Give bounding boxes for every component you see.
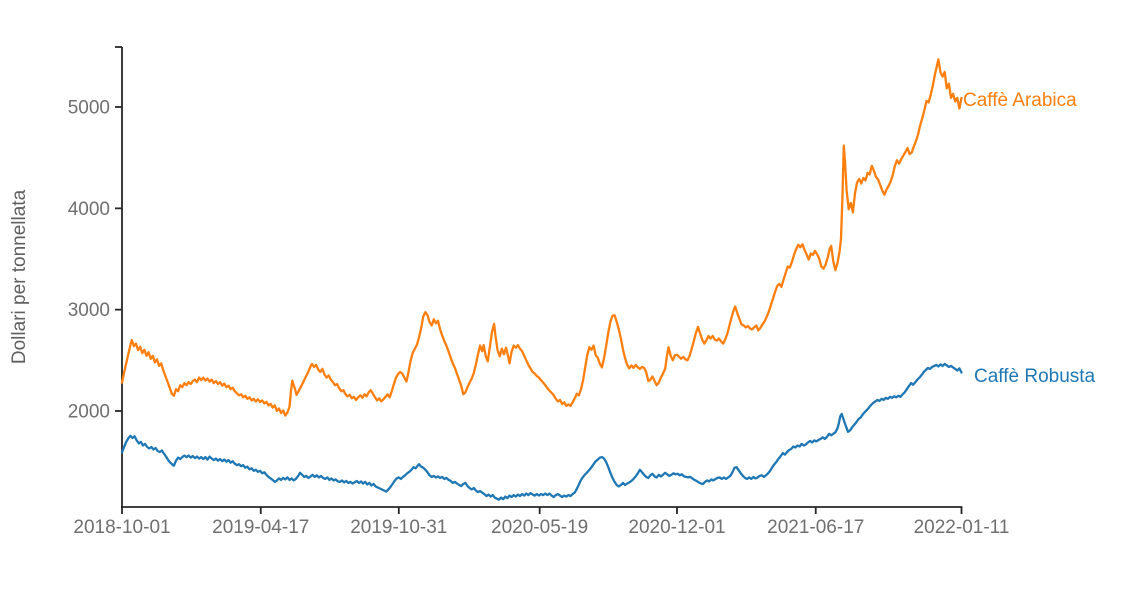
y-axis-title: Dollari per tonnellata bbox=[9, 189, 30, 364]
robusta-price-line bbox=[120, 362, 963, 501]
x-tick-label: 2021-06-17 bbox=[767, 517, 864, 538]
x-tick-label: 2020-12-01 bbox=[628, 517, 725, 538]
y-tick-label: 4000 bbox=[68, 199, 110, 220]
arabica-price-line bbox=[120, 58, 963, 417]
y-tick-label: 5000 bbox=[68, 98, 110, 119]
y-tick-label: 2000 bbox=[68, 402, 110, 423]
x-tick-label: 2018-10-01 bbox=[73, 517, 170, 538]
x-tick-label: 2019-04-17 bbox=[212, 517, 309, 538]
robusta-series-label: Caffè Robusta bbox=[974, 366, 1096, 387]
x-tick-label: 2019-10-31 bbox=[350, 517, 447, 538]
x-tick-label: 2022-01-11 bbox=[914, 517, 1010, 538]
y-tick-label: 3000 bbox=[68, 300, 110, 321]
x-tick-label: 2020-05-19 bbox=[491, 517, 588, 538]
arabica-series-label: Caffè Arabica bbox=[963, 90, 1077, 111]
chart-axes-and-series: 2000 3000 4000 5000 2018-10-01 2019-04-17 2019… bbox=[68, 46, 1010, 538]
